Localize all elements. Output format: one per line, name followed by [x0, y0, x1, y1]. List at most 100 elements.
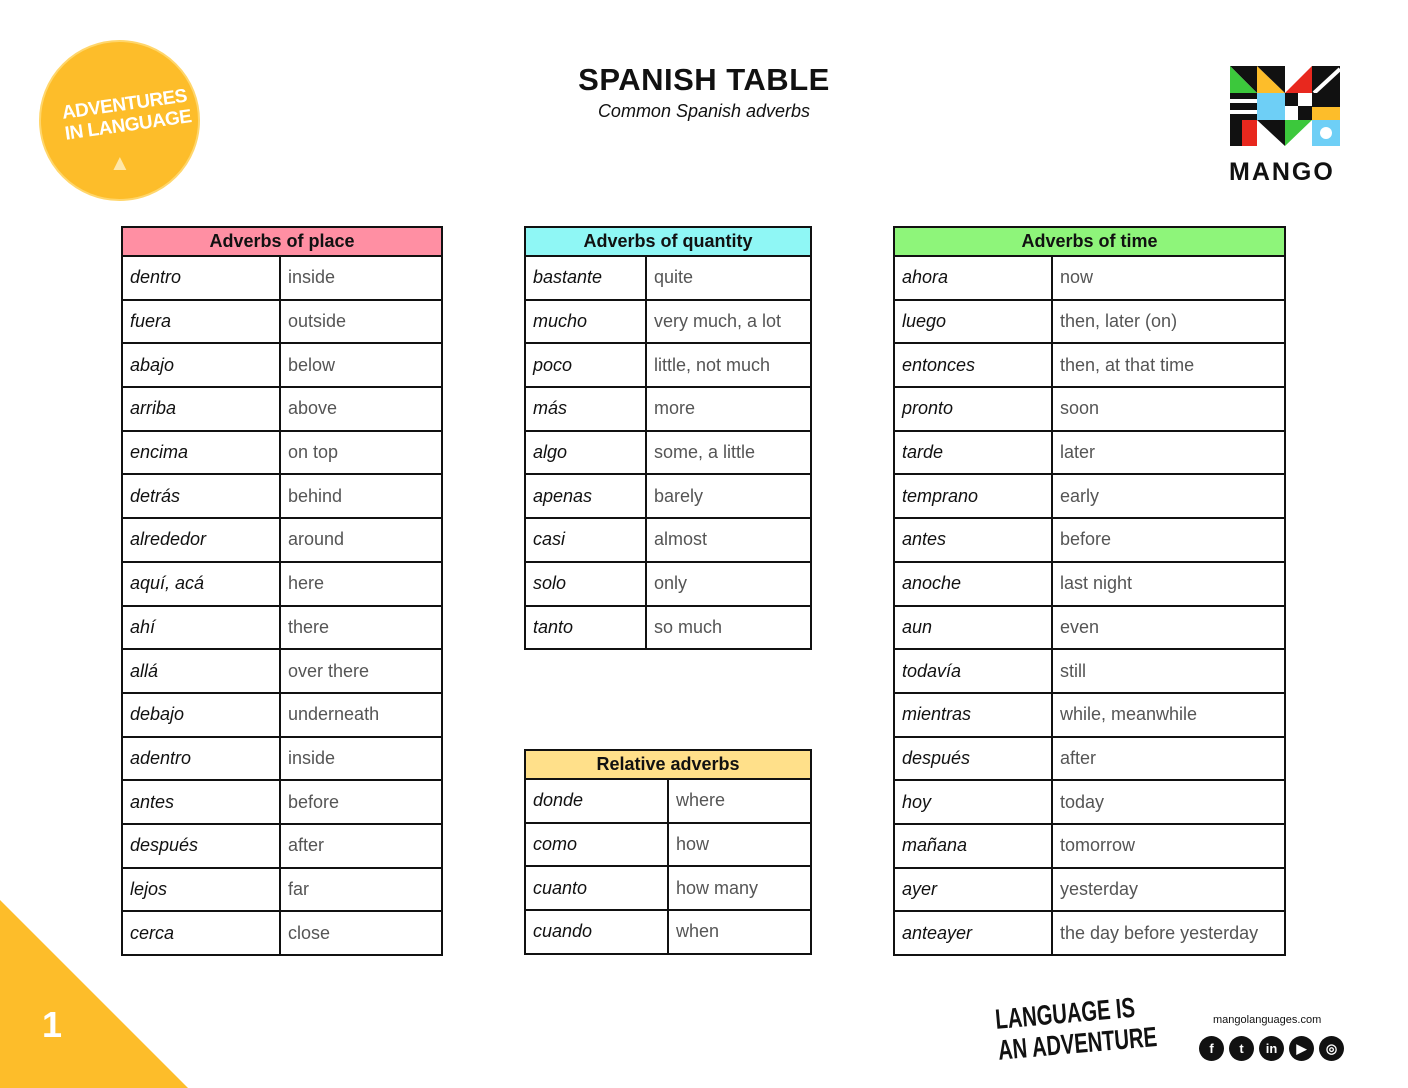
english-cell: more — [645, 386, 812, 432]
facebook-icon[interactable]: f — [1199, 1036, 1224, 1061]
spanish-cell: cuando — [524, 909, 669, 955]
english-cell: little, not much — [645, 342, 812, 389]
english-cell: behind — [279, 473, 443, 520]
table-row: antes before — [893, 517, 1286, 563]
english-cell: above — [279, 386, 443, 432]
english-cell: where — [667, 778, 812, 824]
spanish-cell: tanto — [524, 604, 647, 651]
spanish-cell: aun — [893, 604, 1053, 651]
spanish-cell: tarde — [893, 429, 1053, 476]
english-cell: how many — [667, 865, 812, 912]
spanish-cell: ahí — [121, 604, 281, 651]
table-row: ahora now — [893, 255, 1286, 301]
table-row: aquí, acá here — [121, 560, 443, 607]
spanish-cell: mañana — [893, 822, 1053, 869]
spanish-cell: anteayer — [893, 910, 1053, 956]
table-row: después after — [893, 735, 1286, 782]
table-row: mucho very much, a lot — [524, 298, 812, 345]
table-row: mañana tomorrow — [893, 822, 1286, 869]
english-cell: after — [279, 822, 443, 869]
spanish-cell: entonces — [893, 342, 1053, 389]
table-row: allá over there — [121, 648, 443, 694]
table-row: pronto soon — [893, 386, 1286, 432]
english-cell: after — [1051, 735, 1286, 782]
spanish-cell: ayer — [893, 866, 1053, 913]
social-links: f t in ▶ ◎ — [1199, 1036, 1344, 1061]
twitter-icon[interactable]: t — [1229, 1036, 1254, 1061]
spanish-cell: solo — [524, 560, 647, 607]
english-cell: before — [279, 779, 443, 825]
table-row: alrededor around — [121, 517, 443, 563]
table-relative: Relative adverbs donde where como how cuanto h… — [524, 749, 812, 955]
spanish-cell: debajo — [121, 691, 281, 738]
english-cell: tomorrow — [1051, 822, 1286, 869]
adventures-in-language-logo: ADVENTURES IN LANGUAGE ▲ — [39, 40, 200, 201]
table-time: Adverbs of time ahora now luego then, later … — [893, 226, 1286, 956]
table-row: más more — [524, 386, 812, 432]
table-row: hoy today — [893, 779, 1286, 825]
table-row: dentro inside — [121, 255, 443, 301]
spanish-cell: dentro — [121, 255, 281, 301]
spanish-cell: donde — [524, 778, 669, 824]
spanish-cell: después — [121, 822, 281, 869]
page-subtitle: Common Spanish adverbs — [597, 101, 811, 121]
spanish-cell: anoche — [893, 560, 1053, 607]
table-row: todavía still — [893, 648, 1286, 694]
spanish-cell: antes — [121, 779, 281, 825]
spanish-cell: cuanto — [524, 865, 669, 912]
english-cell: close — [279, 910, 443, 956]
english-cell: barely — [645, 473, 812, 520]
spanish-cell: allá — [121, 648, 281, 694]
spanish-cell: adentro — [121, 735, 281, 782]
english-cell: early — [1051, 473, 1286, 520]
table-row: donde where — [524, 778, 812, 824]
linkedin-icon[interactable]: in — [1259, 1036, 1284, 1061]
english-cell: inside — [279, 735, 443, 782]
table-row: arriba above — [121, 386, 443, 432]
spanish-cell: arriba — [121, 386, 281, 432]
english-cell: some, a little — [645, 429, 812, 476]
spanish-cell: algo — [524, 429, 647, 476]
english-cell: only — [645, 560, 812, 607]
english-cell: before — [1051, 517, 1286, 563]
table-row: fuera outside — [121, 298, 443, 345]
spanish-cell: temprano — [893, 473, 1053, 520]
spanish-cell: poco — [524, 342, 647, 389]
english-cell: far — [279, 866, 443, 913]
spanish-cell: luego — [893, 298, 1053, 345]
table-row: temprano early — [893, 473, 1286, 520]
table-row: apenas barely — [524, 473, 812, 520]
english-cell: even — [1051, 604, 1286, 651]
english-cell: very much, a lot — [645, 298, 812, 345]
spanish-cell: abajo — [121, 342, 281, 389]
corner-accent — [0, 900, 188, 1088]
spanish-cell: como — [524, 821, 669, 868]
spanish-cell: apenas — [524, 473, 647, 520]
table-row: anoche last night — [893, 560, 1286, 607]
table-row: como how — [524, 821, 812, 868]
table-row: adentro inside — [121, 735, 443, 782]
english-cell: on top — [279, 429, 443, 476]
table-row: bastante quite — [524, 255, 812, 301]
spanish-cell: antes — [893, 517, 1053, 563]
spanish-cell: alrededor — [121, 517, 281, 563]
table-header: Adverbs of place — [121, 226, 443, 257]
english-cell: around — [279, 517, 443, 563]
instagram-icon[interactable]: ◎ — [1319, 1036, 1344, 1061]
table-header: Adverbs of time — [893, 226, 1286, 257]
table-header: Adverbs of quantity — [524, 226, 812, 257]
spanish-cell: detrás — [121, 473, 281, 520]
english-cell: over there — [279, 648, 443, 694]
website-link[interactable]: mangolanguages.com — [1213, 1014, 1322, 1026]
table-row: detrás behind — [121, 473, 443, 520]
english-cell: inside — [279, 255, 443, 301]
table-place: Adverbs of place dentro inside fuera outside… — [121, 226, 443, 956]
youtube-icon[interactable]: ▶ — [1289, 1036, 1314, 1061]
spanish-cell: casi — [524, 517, 647, 563]
spanish-cell: mucho — [524, 298, 647, 345]
english-cell: soon — [1051, 386, 1286, 432]
table-row: tarde later — [893, 429, 1286, 476]
english-cell: then, later (on) — [1051, 298, 1286, 345]
english-cell: quite — [645, 255, 812, 301]
english-cell: so much — [645, 604, 812, 651]
